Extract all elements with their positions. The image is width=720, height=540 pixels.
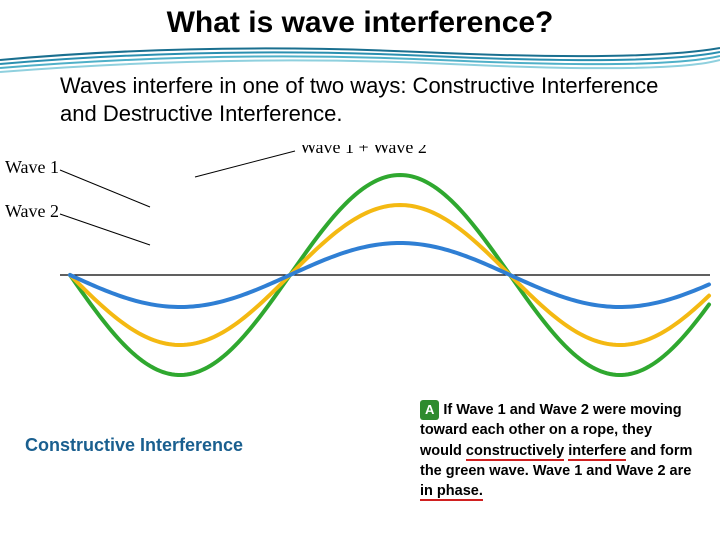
- underlined-term: constructively: [466, 443, 564, 461]
- page-title: What is wave interference?: [0, 6, 720, 40]
- underlined-term: in phase.: [420, 483, 483, 501]
- pointer-wave1: [60, 170, 150, 207]
- pointer-wave2: [60, 214, 150, 245]
- subtitle-text: Waves interfere in one of two ways: Cons…: [60, 72, 660, 127]
- caption-badge: A: [420, 400, 439, 420]
- underlined-term: interfere: [568, 443, 626, 461]
- diagram-title: Constructive Interference: [25, 435, 243, 456]
- pointer-wavesum: [195, 151, 295, 177]
- wave-chart: Wave 1 Wave 2 Wave 1 + Wave 2: [0, 145, 720, 405]
- label-wavesum: Wave 1 + Wave 2: [300, 145, 427, 157]
- label-wave1: Wave 1: [5, 157, 59, 177]
- label-wave2: Wave 2: [5, 201, 59, 221]
- caption-text: AIf Wave 1 and Wave 2 were moving toward…: [420, 400, 695, 501]
